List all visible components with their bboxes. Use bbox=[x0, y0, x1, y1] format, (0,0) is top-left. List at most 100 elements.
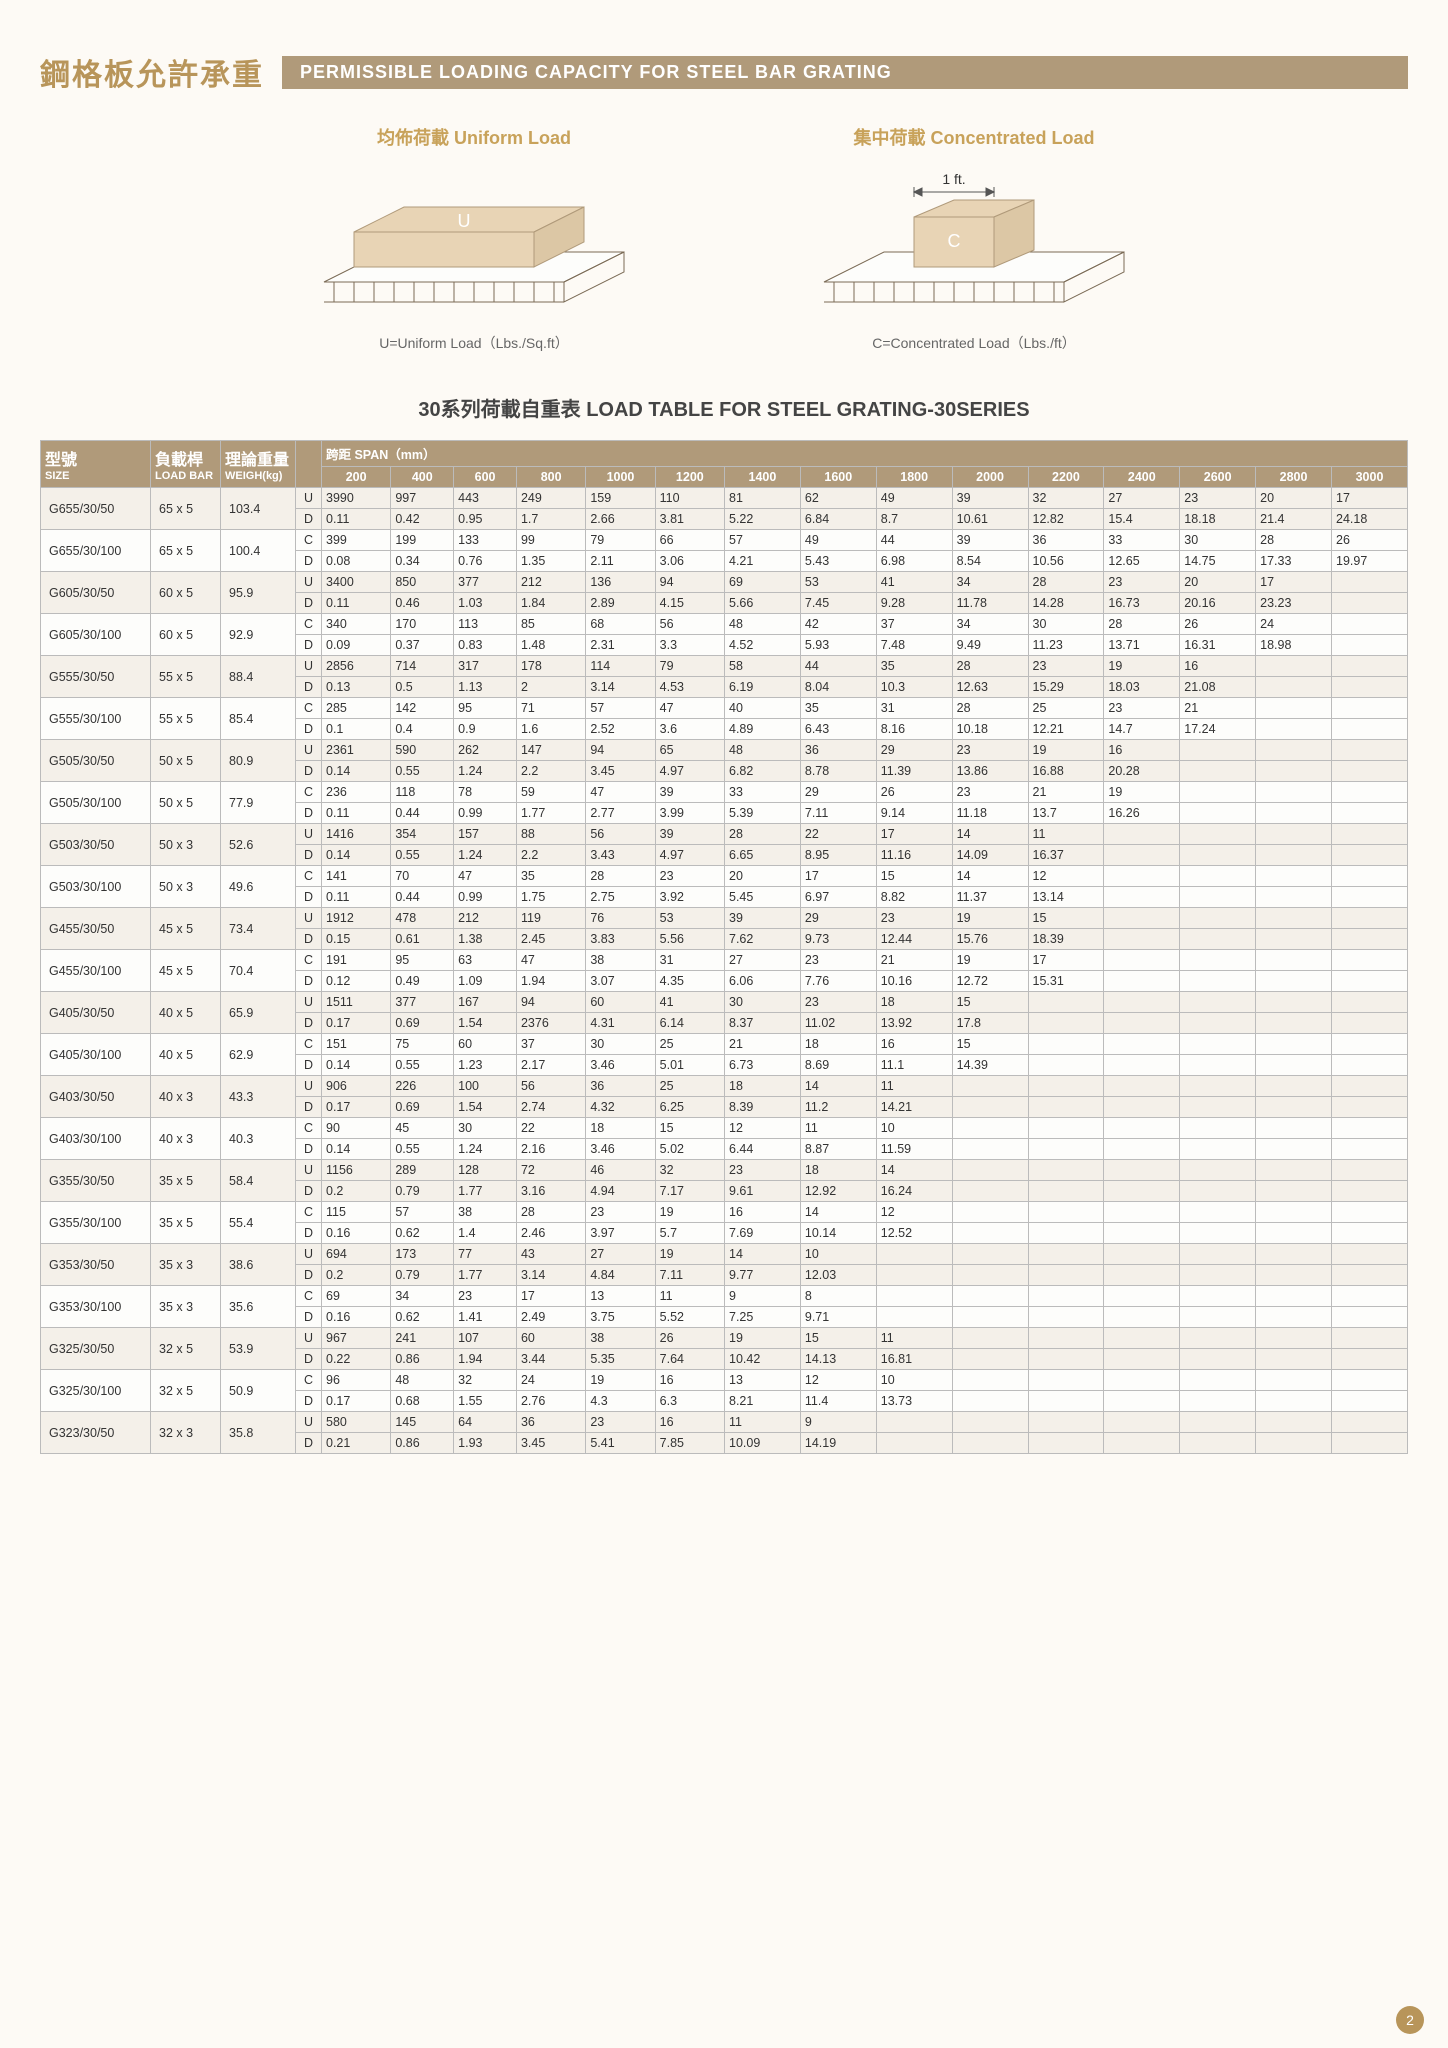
col-weight-cn: 理論重量 bbox=[225, 446, 291, 470]
cell-value: 10.56 bbox=[1028, 551, 1104, 572]
cell-ud: C bbox=[296, 1370, 322, 1391]
cell-weight: 43.3 bbox=[221, 1076, 296, 1118]
cell-value bbox=[1256, 1076, 1332, 1097]
cell-value: 2.76 bbox=[516, 1391, 585, 1412]
cell-value: 56 bbox=[655, 614, 724, 635]
cell-value bbox=[1104, 1391, 1180, 1412]
load-table-head: 型號 SIZE 負載桿 LOAD BAR 理論重量 WEIGH(kg) 跨距 S… bbox=[41, 441, 1408, 488]
cell-value bbox=[1180, 1412, 1256, 1433]
cell-value: 8.16 bbox=[876, 719, 952, 740]
cell-value: 7.48 bbox=[876, 635, 952, 656]
cell-value bbox=[1028, 1286, 1104, 1307]
cell-value bbox=[952, 1433, 1028, 1454]
cell-value: 15 bbox=[1028, 908, 1104, 929]
cell-value: 3.44 bbox=[516, 1349, 585, 1370]
cell-value bbox=[1256, 1244, 1332, 1265]
cell-value: 41 bbox=[876, 572, 952, 593]
cell-value: 0.9 bbox=[454, 719, 517, 740]
cell-value bbox=[1180, 1181, 1256, 1202]
cell-value: 2376 bbox=[516, 1013, 585, 1034]
cell-value: 19 bbox=[1028, 740, 1104, 761]
cell-value: 23 bbox=[1180, 488, 1256, 509]
cell-value: 0.55 bbox=[391, 1139, 454, 1160]
cell-value: 2.17 bbox=[516, 1055, 585, 1076]
cell-value: 13 bbox=[586, 1286, 655, 1307]
cell-value: 6.65 bbox=[725, 845, 801, 866]
cell-value: 47 bbox=[586, 782, 655, 803]
cell-value: 12.03 bbox=[800, 1265, 876, 1286]
cell-value: 3.06 bbox=[655, 551, 724, 572]
cell-value: 14.13 bbox=[800, 1349, 876, 1370]
cell-value bbox=[1180, 887, 1256, 908]
cell-value bbox=[1104, 1181, 1180, 1202]
cell-value bbox=[952, 1223, 1028, 1244]
cell-value: 8.04 bbox=[800, 677, 876, 698]
cell-value bbox=[1028, 1433, 1104, 1454]
cell-value: 11 bbox=[725, 1412, 801, 1433]
cell-value bbox=[1180, 929, 1256, 950]
cell-weight: 53.9 bbox=[221, 1328, 296, 1370]
cell-value bbox=[1180, 1118, 1256, 1139]
cell-value bbox=[1332, 1391, 1408, 1412]
col-span-label: 跨距 SPAN（mm） bbox=[322, 441, 1408, 467]
cell-value: 0.14 bbox=[322, 761, 391, 782]
cell-value: 0.68 bbox=[391, 1391, 454, 1412]
cell-value: 11.2 bbox=[800, 1097, 876, 1118]
cell-value bbox=[1028, 1349, 1104, 1370]
col-span: 1400 bbox=[725, 467, 801, 488]
cell-value: 28 bbox=[725, 824, 801, 845]
cell-value bbox=[876, 1412, 952, 1433]
cell-value bbox=[1256, 824, 1332, 845]
cell-value: 0.11 bbox=[322, 887, 391, 908]
cell-value: 128 bbox=[454, 1160, 517, 1181]
cell-value: 47 bbox=[655, 698, 724, 719]
cell-value bbox=[1180, 1286, 1256, 1307]
cell-value: 12.92 bbox=[800, 1181, 876, 1202]
cell-value: 56 bbox=[516, 1076, 585, 1097]
col-span: 200 bbox=[322, 467, 391, 488]
cell-value: 8.39 bbox=[725, 1097, 801, 1118]
cell-value: 714 bbox=[391, 656, 454, 677]
cell-size: G503/30/50 bbox=[41, 824, 151, 866]
cell-value bbox=[1256, 1118, 1332, 1139]
cell-value: 10.3 bbox=[876, 677, 952, 698]
cell-value: 997 bbox=[391, 488, 454, 509]
cell-value bbox=[1180, 1223, 1256, 1244]
cell-value: 0.14 bbox=[322, 1055, 391, 1076]
cell-value: 10 bbox=[800, 1244, 876, 1265]
cell-value: 0.34 bbox=[391, 551, 454, 572]
cell-value bbox=[1332, 593, 1408, 614]
cell-loadbar: 40 x 3 bbox=[151, 1118, 221, 1160]
cell-value: 64 bbox=[454, 1412, 517, 1433]
cell-value bbox=[952, 1307, 1028, 1328]
cell-value bbox=[1104, 1034, 1180, 1055]
cell-ud: D bbox=[296, 509, 322, 530]
cell-value bbox=[1028, 1370, 1104, 1391]
cell-value: 29 bbox=[800, 782, 876, 803]
cell-value: 11.4 bbox=[800, 1391, 876, 1412]
cell-value: 39 bbox=[952, 488, 1028, 509]
cell-value: 39 bbox=[655, 824, 724, 845]
cell-value: 241 bbox=[391, 1328, 454, 1349]
cell-value: 14.39 bbox=[952, 1055, 1028, 1076]
cell-value: 31 bbox=[655, 950, 724, 971]
cell-value: 16 bbox=[1180, 656, 1256, 677]
cell-value: 23 bbox=[876, 908, 952, 929]
page-header: 鋼格板允許承重 PERMISSIBLE LOADING CAPACITY FOR… bbox=[40, 50, 1408, 94]
cell-value: 23 bbox=[1104, 698, 1180, 719]
cell-value: 39 bbox=[952, 530, 1028, 551]
cell-value bbox=[1180, 1076, 1256, 1097]
cell-value: 36 bbox=[800, 740, 876, 761]
diagram-uniform-title: 均佈荷載 Uniform Load bbox=[274, 124, 674, 150]
cell-value bbox=[1104, 1097, 1180, 1118]
cell-value: 7.64 bbox=[655, 1349, 724, 1370]
cell-value: 3.6 bbox=[655, 719, 724, 740]
cell-value: 6.73 bbox=[725, 1055, 801, 1076]
cell-value: 6.84 bbox=[800, 509, 876, 530]
table-row: G405/30/5040 x 565.9U1511377167946041302… bbox=[41, 992, 1408, 1013]
cell-loadbar: 50 x 3 bbox=[151, 824, 221, 866]
cell-value: 79 bbox=[586, 530, 655, 551]
cell-value: 23 bbox=[800, 992, 876, 1013]
cell-value: 1.41 bbox=[454, 1307, 517, 1328]
cell-value: 33 bbox=[1104, 530, 1180, 551]
